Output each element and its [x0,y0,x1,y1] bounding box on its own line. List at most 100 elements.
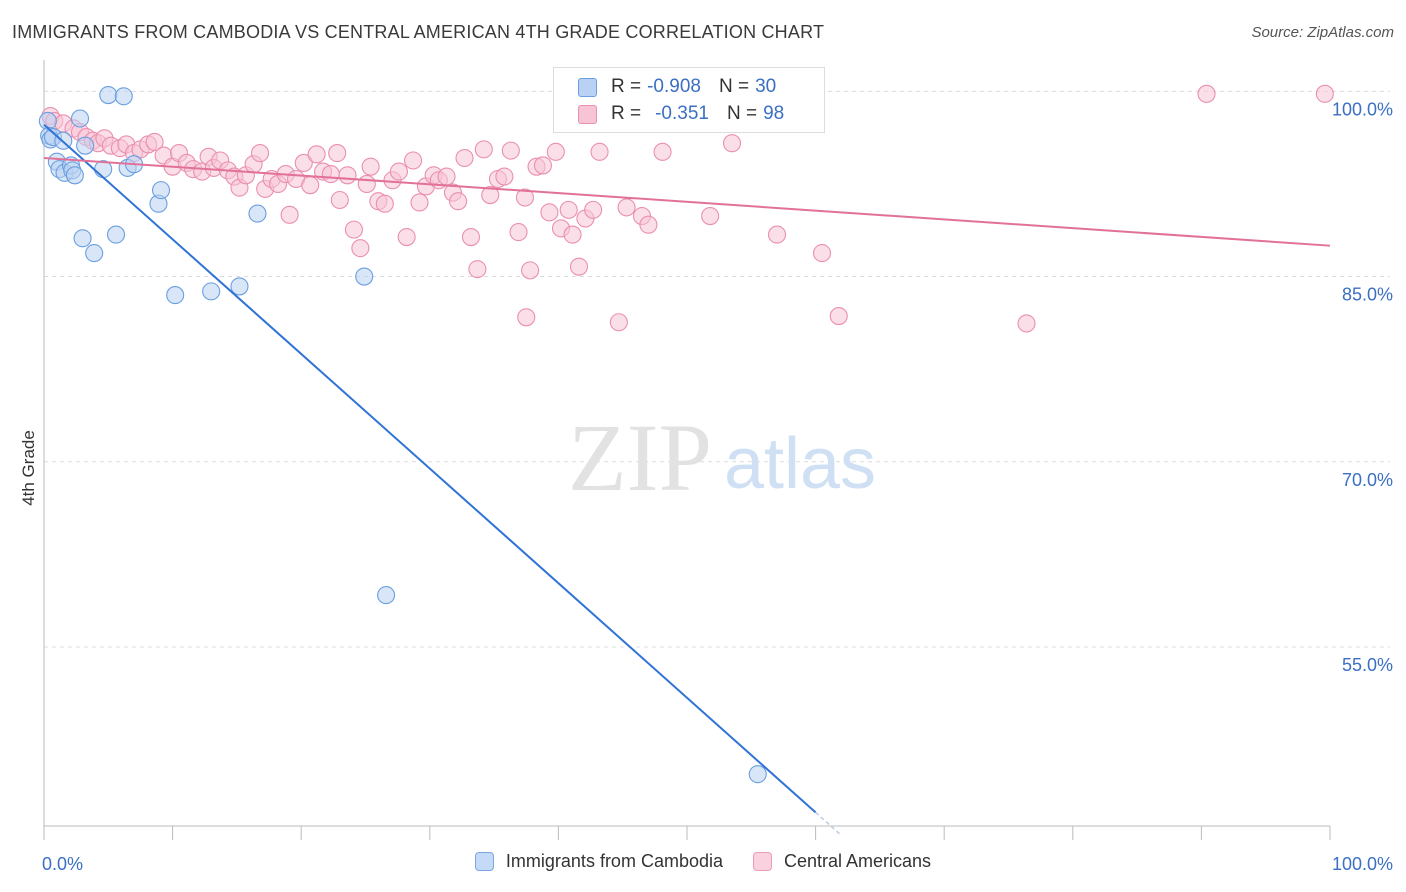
legend-swatch-cambodia [578,77,597,97]
central-americans-point [509,223,528,242]
central-americans-trend-line [43,157,1331,247]
central-americans-point [609,313,628,332]
legend-row-cambodia: R = -0.908 N = 30 [578,73,776,101]
central-americans-point [455,148,474,168]
cambodia-point [65,166,84,185]
central-americans-point [1197,84,1216,103]
central-americans-point [812,244,832,263]
watermark-atlas: atlas [724,424,876,504]
cambodia-point [230,277,249,296]
central-americans-point [501,141,520,160]
y-tick-label: 100.0% [1332,99,1393,119]
central-americans-point [540,203,559,222]
watermark: ZIP atlas [568,404,876,511]
cambodia-point [355,267,374,286]
y-tick-labels: 100.0% 85.0% 70.0% 55.0% [1332,99,1393,675]
cambodia-point [106,225,126,244]
central-americans-point [468,260,487,279]
central-americans-point [515,188,535,207]
central-americans-point [344,220,363,239]
legend-swatch-central-americans [578,104,597,124]
central-americans-point [617,198,636,217]
cambodia-point [748,765,767,784]
central-americans-point [521,261,540,280]
cambodia-point [85,244,104,263]
trend-lines [43,123,1331,836]
central-americans-point [404,151,423,170]
cambodia-point [99,86,118,105]
central-americans-point [639,215,658,234]
central-americans-point [321,165,340,184]
central-americans-point [474,140,493,159]
x-tick-label: 100.0% [1332,854,1393,874]
legend-label-cambodia: Immigrants from Cambodia [505,851,723,871]
central-americans-point [584,200,603,219]
legend-n-value: 98 [763,103,785,124]
cambodia-point [76,136,95,155]
legend-label-central-americans: Central Americans [784,851,932,871]
cambodia-point [114,87,133,106]
y-tick-label: 85.0% [1342,285,1393,305]
cambodia-point [151,181,171,200]
chart-title: IMMIGRANTS FROM CAMBODIA VS CENTRAL AMER… [12,22,825,42]
legend-item-central-americans[interactable]: Central Americans [753,851,931,872]
central-americans-point [481,186,500,205]
central-americans-point [357,174,376,194]
legend-swatch-cambodia [474,852,494,871]
cambodia-point [73,229,92,248]
y-tick-label: 70.0% [1342,470,1393,490]
central-americans-point [495,167,514,186]
data-points [38,84,1334,784]
central-americans-point [250,144,270,163]
central-americans-point [829,307,848,326]
central-americans-point [301,176,320,195]
central-americans-point [338,166,357,185]
cambodia-point [202,282,221,301]
central-americans-point [280,205,299,224]
central-americans-point [569,257,589,276]
central-americans-point [328,144,347,163]
central-americans-point [590,142,609,161]
cambodia-point [248,204,267,223]
cambodia-trend-line-extension [815,811,842,836]
cambodia-trend-line [43,123,817,814]
central-americans-point [389,162,408,181]
central-americans-point [307,145,326,164]
legend-r-label: R = [611,103,642,124]
legend-n-value: 30 [755,76,777,97]
legend-r-label: R = [611,76,642,97]
central-americans-point [410,193,429,212]
central-americans-point [437,167,456,186]
correlation-legend: R = -0.908 N = 30 R = -0.351 N = 98 [553,67,825,133]
central-americans-point [767,225,787,244]
x-tick-label: 0.0% [42,854,83,874]
central-americans-point [546,142,565,161]
legend-r-value: -0.351 [655,103,709,124]
central-americans-point [517,308,536,327]
cambodia-point [166,286,185,305]
central-americans-point [449,192,468,211]
central-americans-point [1017,314,1036,333]
central-americans-point [533,156,553,175]
legend-swatch-central-americans [753,852,772,871]
central-americans-point [145,132,164,152]
central-americans-point [559,200,578,219]
legend-r-value: -0.908 [647,76,701,97]
central-americans-point [375,194,394,213]
central-americans-point [294,153,313,173]
central-americans-point [397,227,416,247]
central-americans-point [1315,84,1334,103]
axes [43,60,1331,840]
central-americans-point [701,207,720,226]
legend-row-central-americans: R = -0.351 N = 98 [578,100,784,128]
source-label: Source: ZipAtlas.com [1251,24,1394,41]
y-axis-label: 4th Grade [19,430,38,506]
series-legend: Immigrants from Cambodia Central America… [0,851,1406,872]
legend-n-label: N = [726,103,758,124]
watermark-zip: ZIP [568,404,712,511]
legend-item-cambodia[interactable]: Immigrants from Cambodia [474,851,723,872]
central-americans-point [361,157,380,176]
x-tick-labels: 0.0% 100.0% [42,854,1393,874]
central-americans-point [653,142,672,161]
